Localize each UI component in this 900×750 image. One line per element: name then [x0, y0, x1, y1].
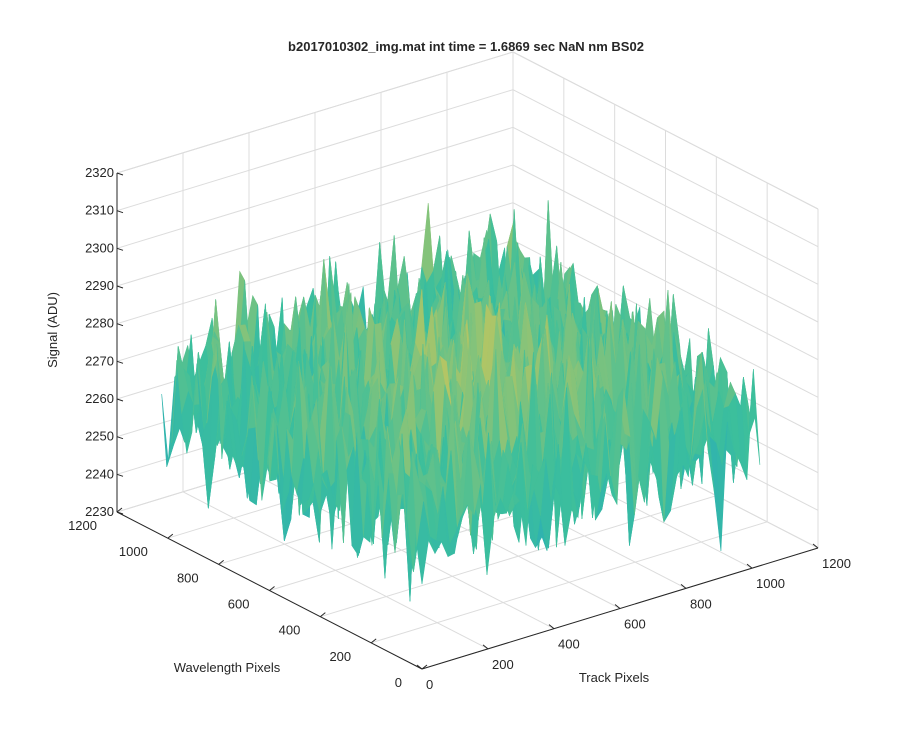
x-tick-mark	[614, 604, 621, 609]
z-tick-mark	[116, 360, 124, 364]
x-tick-mark	[482, 644, 489, 650]
z-tick-label: 2300	[85, 240, 114, 255]
axes-lines	[116, 172, 819, 670]
z-tick-mark	[116, 323, 124, 327]
z-tick-label: 2320	[85, 165, 114, 180]
z-tick-label: 2280	[85, 316, 114, 331]
box-edge	[116, 51, 514, 174]
y-tick-mark	[421, 664, 428, 670]
z-axis-label: Signal (ADU)	[45, 292, 60, 368]
z-tick-label: 2290	[85, 278, 114, 293]
surface-facet	[416, 501, 429, 585]
y-tick-mark	[167, 533, 174, 539]
signal-surface	[161, 200, 761, 602]
y-axis-label: Wavelength Pixels	[174, 660, 281, 675]
floor-gridline	[371, 521, 768, 644]
y-tick-label: 600	[228, 597, 250, 612]
x-tick-label: 800	[690, 596, 712, 611]
x-tick-mark	[680, 583, 687, 589]
y-tick-mark	[218, 559, 224, 565]
x-tick-label: 1200	[822, 556, 851, 571]
z-tick-mark	[116, 210, 124, 214]
z-tick-mark	[116, 285, 124, 289]
z-tick-label: 2230	[85, 504, 114, 519]
surface-facet	[421, 203, 434, 284]
x-tick-mark	[548, 624, 555, 630]
tick-labels: 0 200 400 600 800 1000 1200 0 200 400 600 800 1000 12…	[68, 165, 851, 692]
x-tick-label: 0	[426, 677, 433, 692]
x-tick-label: 1000	[756, 576, 785, 591]
y-tick-mark	[370, 638, 377, 644]
z-tick-label: 2240	[85, 466, 114, 481]
x-tick-mark	[812, 543, 819, 549]
x-tick-label: 400	[558, 637, 580, 652]
y-tick-mark	[320, 612, 326, 618]
y-tick-label: 0	[395, 675, 402, 690]
x-axis-label: Track Pixels	[579, 670, 650, 685]
z-tick-label: 2260	[85, 391, 114, 406]
y-tick-label: 400	[279, 623, 301, 638]
box-edge	[512, 51, 819, 210]
z-tick-label: 2270	[85, 353, 114, 368]
x-tick-mark	[746, 563, 753, 569]
x-tick-mark	[416, 664, 423, 670]
z-tick-mark	[116, 473, 124, 477]
y-tick-label: 1000	[119, 544, 148, 559]
x-tick-label: 600	[624, 617, 646, 632]
z-tick-label: 2250	[85, 429, 114, 444]
x-tick-label: 200	[492, 657, 514, 672]
z-tick-mark	[116, 247, 124, 251]
y-tick-label: 1200	[68, 518, 97, 533]
z-tick-mark	[116, 398, 124, 402]
chart-title: b2017010302_img.mat int time = 1.6869 se…	[288, 39, 644, 54]
floor-gridline	[320, 495, 717, 618]
z-tick-mark	[116, 172, 124, 176]
y-tick-mark	[269, 586, 275, 591]
y-tick-label: 800	[177, 570, 199, 585]
z-tick-mark	[116, 436, 124, 440]
y-tick-mark	[116, 507, 123, 513]
z-tick-label: 2310	[85, 203, 114, 218]
z-tick-mark	[116, 511, 124, 515]
y-tick-label: 200	[329, 649, 351, 664]
